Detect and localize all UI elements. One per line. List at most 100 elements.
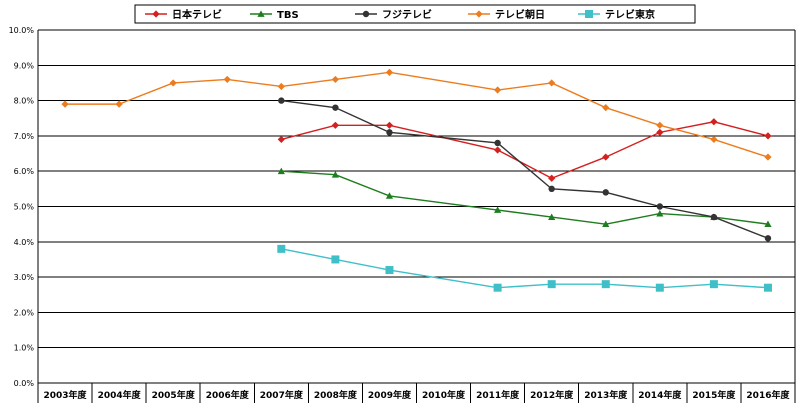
y-tick-label: 0.0% <box>14 379 35 388</box>
series <box>278 97 772 242</box>
legend-label: TBS <box>277 10 299 21</box>
data-point-circle <box>602 189 609 196</box>
data-point-square <box>655 283 664 292</box>
y-tick-label: 1.0% <box>14 344 35 353</box>
data-point-square <box>709 280 718 289</box>
y-tick-label: 8.0% <box>14 97 35 106</box>
data-point-diamond <box>602 153 610 161</box>
data-point-circle <box>494 139 501 147</box>
data-point-square <box>601 280 610 289</box>
data-point-diamond <box>710 118 718 126</box>
data-point-triangle <box>656 209 664 217</box>
legend-entry: 日本テレビ <box>145 8 222 21</box>
data-point-square <box>547 280 556 289</box>
series <box>61 68 772 161</box>
axes <box>37 30 796 403</box>
data-point-diamond <box>152 10 160 18</box>
data-point-circle <box>764 235 772 242</box>
y-tick-label: 9.0% <box>14 61 35 70</box>
data-point-triangle <box>331 171 339 178</box>
x-tick-label: 2012年度 <box>530 389 574 401</box>
legend-label: 日本テレビ <box>172 8 222 21</box>
y-tick-label: 7.0% <box>14 132 35 141</box>
y-tick-label: 5.0% <box>14 203 35 212</box>
series <box>277 118 772 182</box>
y-tick-label: 4.0% <box>14 238 35 247</box>
data-point-diamond <box>61 100 69 108</box>
data-point-diamond <box>656 121 664 129</box>
x-tick-label: 2007年度 <box>260 389 304 401</box>
data-point-circle <box>548 185 555 193</box>
data-point-circle <box>386 129 393 136</box>
data-point-square <box>385 266 394 275</box>
legend-entry: テレビ東京 <box>578 8 655 21</box>
data-point-circle <box>710 213 718 221</box>
data-point-diamond <box>548 79 556 87</box>
x-tick-label: 2005年度 <box>152 389 196 401</box>
data-point-square <box>763 283 772 292</box>
legend-box <box>134 4 696 24</box>
y-tick-label: 3.0% <box>14 273 35 282</box>
data-point-square <box>585 10 593 18</box>
data-point-triangle <box>548 213 556 220</box>
legend-entry: TBS <box>250 10 299 21</box>
data-point-circle <box>278 97 285 104</box>
legend: 日本テレビ TBS フジテレビ テレビ朝日 テレビ東京 <box>134 4 696 24</box>
data-point-diamond <box>710 135 718 144</box>
data-point-diamond <box>494 86 502 94</box>
data-point-triangle <box>764 220 772 228</box>
x-tick-label: 2015年度 <box>692 389 736 401</box>
legend-label: テレビ東京 <box>605 8 655 21</box>
y-tick-label: 2.0% <box>14 308 35 317</box>
legend-label: フジテレビ <box>382 8 432 21</box>
x-tick-label: 2011年度 <box>476 389 520 401</box>
data-point-diamond <box>277 135 285 144</box>
data-point-circle <box>656 203 664 210</box>
data-point-diamond <box>115 100 123 108</box>
y-tick-labels: 0.0% 1.0% 2.0% 3.0% 4.0% 5.0% 6.0% 7.0% 8.0% 9.0%… <box>9 26 35 388</box>
series-group <box>61 68 772 292</box>
legend-entry: テレビ朝日 <box>468 8 545 21</box>
legend-label: テレビ朝日 <box>495 8 545 21</box>
x-tick-labels: 2003年度 2004年度 2005年度 2006年度 2007年度 2008年度 2009… <box>44 389 791 401</box>
data-point-diamond <box>223 75 231 84</box>
series <box>277 244 772 292</box>
data-point-square <box>493 283 502 292</box>
y-tick-label: 6.0% <box>14 167 35 176</box>
data-point-diamond <box>331 75 339 84</box>
data-point-triangle <box>494 206 502 213</box>
data-point-circle <box>362 10 370 18</box>
data-point-diamond <box>385 121 394 129</box>
x-tick-label: 2004年度 <box>98 389 142 401</box>
data-point-diamond <box>602 104 610 112</box>
data-point-triangle <box>277 167 285 175</box>
x-tick-label: 2006年度 <box>206 389 250 401</box>
data-point-triangle <box>385 192 394 199</box>
y-tick-label: 10.0% <box>9 26 35 35</box>
x-tick-label: 2003年度 <box>44 389 88 401</box>
data-point-triangle <box>257 10 265 17</box>
data-point-diamond <box>385 68 394 76</box>
data-point-diamond <box>764 132 772 140</box>
data-point-diamond <box>277 82 285 91</box>
x-tick-label: 2013年度 <box>584 389 628 401</box>
data-point-square <box>277 244 286 253</box>
data-point-square <box>331 255 340 264</box>
x-tick-label: 2016年度 <box>746 389 790 401</box>
data-point-diamond <box>494 146 502 154</box>
x-tick-label: 2010年度 <box>422 389 466 401</box>
data-point-triangle <box>602 220 610 228</box>
data-point-diamond <box>656 128 664 136</box>
x-tick-label: 2014年度 <box>638 389 682 401</box>
x-tick-label: 2008年度 <box>314 389 358 401</box>
x-tick-label: 2009年度 <box>368 389 412 401</box>
data-point-diamond <box>169 79 177 87</box>
data-point-diamond <box>764 153 772 161</box>
data-point-diamond <box>548 174 556 182</box>
series <box>277 167 772 228</box>
legend-entry: フジテレビ <box>355 8 432 21</box>
data-point-diamond <box>475 10 483 18</box>
data-point-diamond <box>331 121 339 129</box>
